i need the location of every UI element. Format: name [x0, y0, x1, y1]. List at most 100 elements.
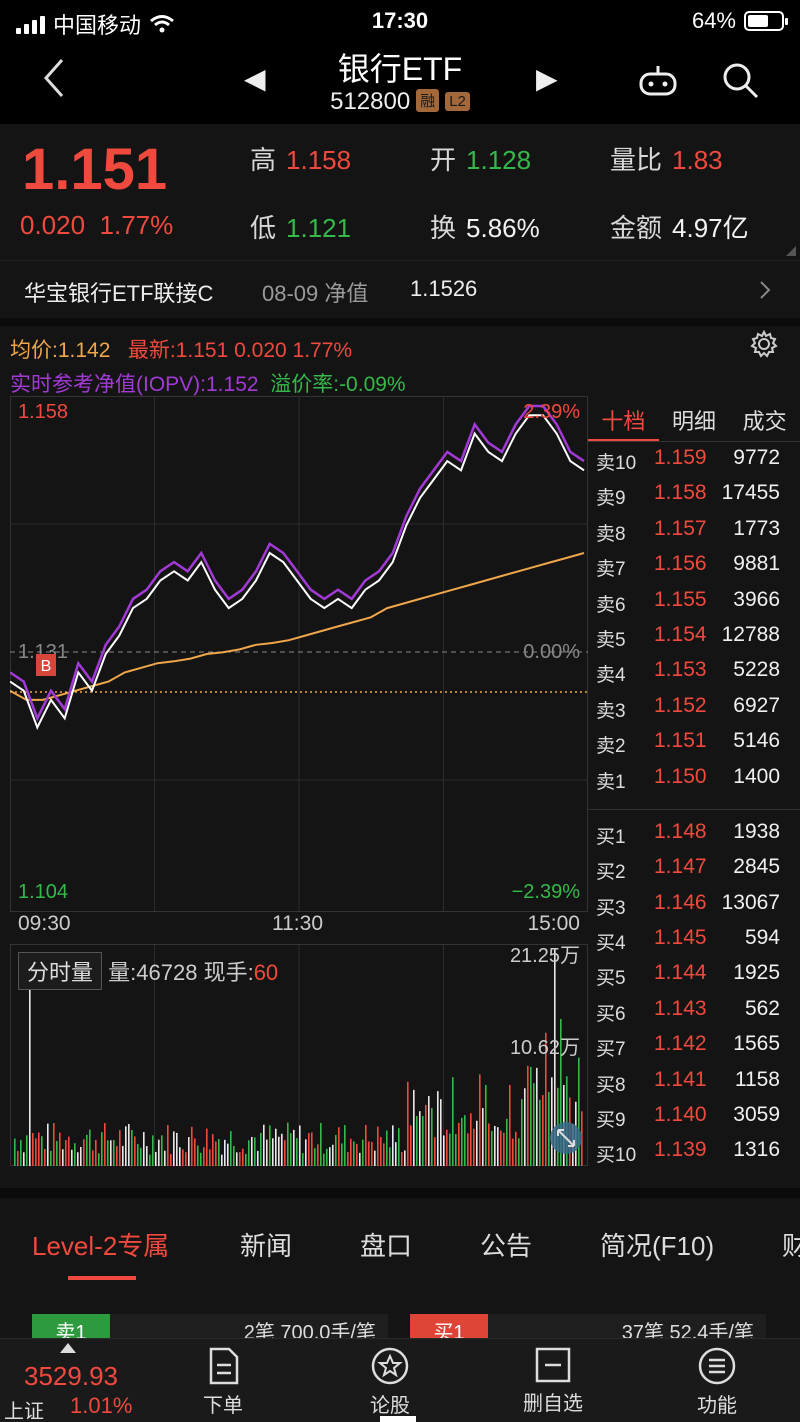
ask-row[interactable]: 卖10 1.159 9772: [588, 442, 800, 477]
volume-bar: [257, 1150, 259, 1166]
volume-bar: [491, 1130, 493, 1166]
expand-corner-icon[interactable]: [786, 246, 796, 256]
tab-f10[interactable]: 简况(F10): [600, 1231, 715, 1261]
volume-bar: [143, 1132, 145, 1166]
volume-bar: [464, 1115, 466, 1166]
expand-up-icon[interactable]: [60, 1343, 76, 1353]
ask-row[interactable]: 卖2 1.151 5146: [588, 725, 800, 760]
ask-row[interactable]: 卖7 1.156 9881: [588, 548, 800, 583]
bid-row[interactable]: 买3 1.146 13067: [588, 887, 800, 922]
volume-bar: [524, 1088, 526, 1166]
volume-bar: [404, 1150, 406, 1166]
volume-bar: [110, 1140, 112, 1166]
next-stock-icon[interactable]: ▶: [536, 63, 558, 94]
volume-title-button[interactable]: 分时量: [18, 952, 103, 990]
volume-bar: [410, 1125, 412, 1166]
remove-watchlist-button[interactable]: 删自选: [508, 1347, 598, 1416]
volume-bar: [503, 1132, 505, 1166]
volume-bar: [191, 1126, 193, 1166]
function-button[interactable]: 功能: [672, 1347, 762, 1418]
volume-bar: [422, 1116, 424, 1166]
discuss-button[interactable]: 论股: [345, 1347, 435, 1418]
robot-icon[interactable]: [638, 62, 678, 98]
volume-bar: [245, 1153, 247, 1166]
chart-area: 均价:1.142 最新:1.151 0.020 1.77% 实时参考净值(IOP…: [0, 326, 800, 1188]
time-end: 15:00: [527, 912, 580, 935]
level-label: 卖7: [596, 559, 626, 581]
order-button[interactable]: 下单: [178, 1347, 268, 1418]
volume-bar: [446, 1129, 448, 1166]
tab-finance[interactable]: 财: [782, 1231, 800, 1261]
volume-bar: [167, 1125, 169, 1166]
level-label: 买1: [596, 826, 626, 848]
volume-bar: [434, 1137, 436, 1166]
price-change: 0.020 1.77%: [20, 210, 173, 241]
volume-bar: [65, 1140, 67, 1166]
bid-row[interactable]: 买7 1.142 1565: [588, 1028, 800, 1063]
level-volume: 1925: [733, 961, 780, 985]
tab-trades[interactable]: 成交: [742, 409, 787, 434]
linked-fund-row[interactable]: 华宝银行ETF联接C 08-09 净值 1.1526: [0, 260, 800, 318]
tab-news[interactable]: 新闻: [240, 1231, 293, 1261]
tab-level2[interactable]: Level-2专属: [32, 1231, 170, 1261]
tab-details[interactable]: 明细: [672, 409, 717, 434]
buy-queue[interactable]: 买1 37笔 52.4手/笔: [410, 1314, 766, 1338]
ask-row[interactable]: 卖9 1.158 17455: [588, 477, 800, 512]
search-icon[interactable]: [720, 60, 760, 100]
tab-handicap[interactable]: 盘口: [360, 1231, 413, 1261]
battery-percent: 64%: [691, 8, 736, 33]
volume-bar: [479, 1074, 481, 1166]
level-volume: 562: [744, 996, 780, 1020]
volume-bar: [77, 1152, 79, 1166]
bid-row[interactable]: 买8 1.141 1158: [588, 1064, 800, 1099]
volume-bar: [140, 1147, 142, 1166]
volume-bar: [407, 1081, 409, 1166]
level-volume: 9881: [733, 552, 780, 576]
volume-bar: [461, 1117, 463, 1166]
change-pct: 1.77%: [99, 210, 174, 240]
prev-stock-icon[interactable]: ◀: [244, 63, 266, 94]
volume-bar: [266, 1139, 268, 1166]
gear-icon[interactable]: [750, 330, 778, 358]
volume-chart[interactable]: 21.25万 10.62万: [10, 944, 588, 1166]
bid-row[interactable]: 买9 1.140 3059: [588, 1099, 800, 1134]
bid-row[interactable]: 买1 1.148 1938: [588, 816, 800, 851]
volume-bar: [302, 1153, 304, 1166]
volume-bar: [68, 1136, 70, 1166]
ask-row[interactable]: 卖3 1.152 6927: [588, 690, 800, 725]
function-label: 功能: [697, 1395, 737, 1417]
ask-row[interactable]: 卖6 1.155 3966: [588, 584, 800, 619]
volume-bar: [362, 1139, 364, 1166]
level-price: 1.156: [654, 552, 707, 576]
sell-queue[interactable]: 卖1 2笔 700.0手/笔: [32, 1314, 388, 1338]
volume-bar: [476, 1120, 478, 1166]
level-volume: 3966: [733, 587, 780, 611]
ask-row[interactable]: 卖1 1.150 1400: [588, 761, 800, 796]
tab-announcements[interactable]: 公告: [480, 1231, 533, 1261]
back-icon[interactable]: [40, 56, 68, 110]
ask-row[interactable]: 卖5 1.154 12788: [588, 619, 800, 654]
volume-bar: [392, 1125, 394, 1166]
bid-row[interactable]: 买10 1.139 1316: [588, 1134, 800, 1169]
bid-row[interactable]: 买5 1.144 1925: [588, 957, 800, 992]
volume-bar: [365, 1124, 367, 1166]
volume-bar: [386, 1130, 388, 1166]
price-chart[interactable]: 1.158 2.39% 1.131 0.00% 1.104 −2.39% B: [10, 396, 588, 912]
volume-bar: [119, 1130, 121, 1166]
index-value[interactable]: 3529.93: [24, 1361, 118, 1391]
bid-row[interactable]: 买6 1.143 562: [588, 993, 800, 1028]
volume-bar: [188, 1137, 190, 1166]
bid-row[interactable]: 买2 1.147 2845: [588, 851, 800, 886]
volume-bar: [380, 1137, 382, 1166]
volume-bar: [50, 1150, 52, 1166]
volume-bar: [164, 1150, 166, 1166]
latest-legend: 最新:1.151 0.020 1.77%: [127, 339, 353, 362]
open-value: 1.128: [466, 145, 532, 175]
ask-row[interactable]: 卖4 1.153 5228: [588, 654, 800, 689]
ask-row[interactable]: 卖8 1.157 1773: [588, 513, 800, 548]
volume-bar: [254, 1137, 256, 1166]
tab-ten-levels[interactable]: 十档: [588, 396, 659, 441]
volume-bar: [437, 1091, 439, 1166]
volume-bar: [431, 1108, 433, 1166]
bid-row[interactable]: 买4 1.145 594: [588, 922, 800, 957]
